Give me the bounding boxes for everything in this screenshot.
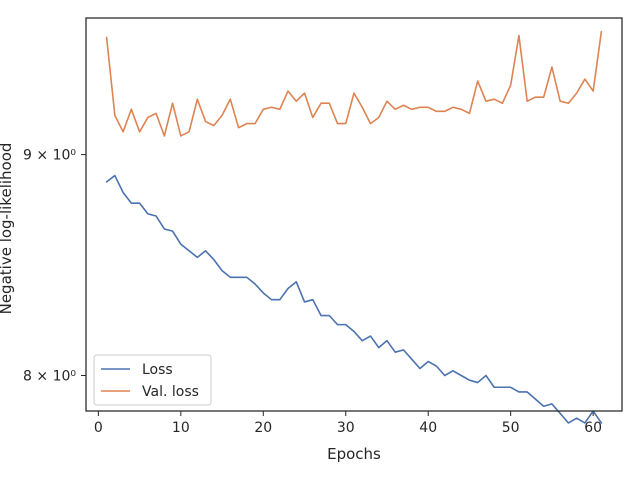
- x-axis-label: Epochs: [327, 445, 381, 463]
- x-tick-label: 30: [337, 420, 355, 436]
- y-tick-label: 9 × 10⁰: [23, 148, 76, 164]
- legend: Loss Val. loss: [93, 354, 212, 406]
- y-axis-label: Negative log-likelihood: [0, 143, 15, 315]
- x-tick-label: 40: [419, 420, 437, 436]
- x-tick-label: 20: [254, 420, 272, 436]
- y-tick-label: 8 × 10⁰: [23, 369, 76, 385]
- series-lines: [105, 30, 603, 424]
- legend-label: Loss: [142, 362, 173, 378]
- legend-label: Val. loss: [142, 384, 199, 400]
- series-line-val-loss: [105, 30, 603, 137]
- plot-frame: [85, 17, 623, 412]
- x-axis-ticks: 0 10 20 30 40 50 60: [94, 411, 602, 436]
- x-tick-label: 50: [502, 420, 520, 436]
- y-axis-ticks: 8 × 10⁰ 9 × 10⁰: [23, 148, 86, 385]
- legend-box: [93, 354, 212, 406]
- x-tick-label: 60: [584, 420, 602, 436]
- x-tick-label: 10: [172, 420, 190, 436]
- series-line-loss: [105, 174, 603, 424]
- x-tick-label: 0: [94, 420, 103, 436]
